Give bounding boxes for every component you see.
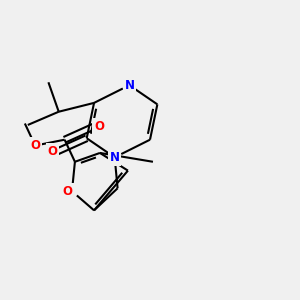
Text: O: O [47,145,57,158]
Text: N: N [124,79,134,92]
Text: O: O [62,185,72,198]
Text: O: O [30,139,40,152]
Text: N: N [110,151,120,164]
Text: O: O [94,120,104,133]
